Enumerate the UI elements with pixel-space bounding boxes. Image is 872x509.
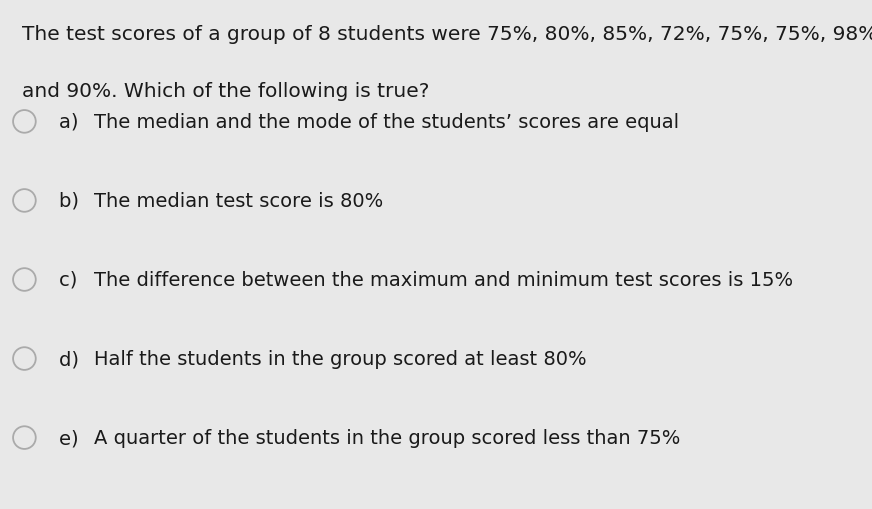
Ellipse shape	[13, 190, 36, 212]
Text: a): a)	[59, 112, 85, 132]
Ellipse shape	[13, 427, 36, 449]
Text: A quarter of the students in the group scored less than 75%: A quarter of the students in the group s…	[94, 428, 680, 447]
Ellipse shape	[13, 269, 36, 291]
Text: The median test score is 80%: The median test score is 80%	[94, 191, 384, 211]
Ellipse shape	[13, 348, 36, 370]
Text: b): b)	[59, 191, 85, 211]
Text: The test scores of a group of 8 students were 75%, 80%, 85%, 72%, 75%, 75%, 98%,: The test scores of a group of 8 students…	[22, 25, 872, 44]
Text: c): c)	[59, 270, 84, 290]
Ellipse shape	[13, 111, 36, 133]
Text: Half the students in the group scored at least 80%: Half the students in the group scored at…	[94, 349, 587, 369]
Text: The median and the mode of the students’ scores are equal: The median and the mode of the students’…	[94, 112, 679, 132]
Text: The difference between the maximum and minimum test scores is 15%: The difference between the maximum and m…	[94, 270, 794, 290]
Text: d): d)	[59, 349, 85, 369]
Text: e): e)	[59, 428, 85, 447]
Text: and 90%. Which of the following is true?: and 90%. Which of the following is true?	[22, 81, 429, 100]
